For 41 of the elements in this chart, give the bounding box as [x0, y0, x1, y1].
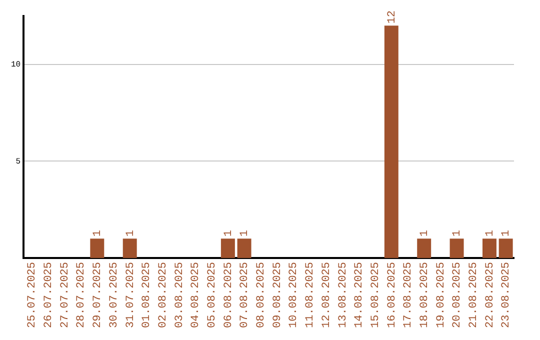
x-tick-label: 14.08.2025	[354, 262, 366, 328]
x-tick-label: 16.08.2025	[386, 262, 398, 328]
x-tick-label: 15.08.2025	[370, 262, 382, 328]
x-tick-label: 01.08.2025	[141, 262, 154, 328]
x-tick-label: 31.07.2025	[124, 262, 137, 328]
x-tick-label: 22.08.2025	[484, 262, 496, 328]
x-tick-label: 28.07.2025	[76, 262, 88, 328]
data-label: 1	[222, 230, 235, 237]
x-tick-label: 03.08.2025	[174, 262, 186, 328]
x-tick-label: 02.08.2025	[157, 262, 170, 328]
x-tick-label: 12.08.2025	[320, 262, 333, 328]
x-tick-label: 19.08.2025	[435, 262, 448, 328]
x-tick-label: 06.08.2025	[222, 262, 235, 328]
data-label: 1	[124, 230, 137, 237]
x-tick-label: 11.08.2025	[304, 262, 317, 328]
x-tick-label: 23.08.2025	[500, 262, 513, 328]
data-label: 1	[452, 230, 464, 237]
x-tick-label: 09.08.2025	[272, 262, 284, 328]
data-label: 1	[239, 230, 252, 237]
data-label: 12	[386, 10, 398, 24]
data-label: 1	[92, 230, 104, 237]
x-tick-label: 13.08.2025	[337, 262, 350, 328]
x-tick-label: 29.07.2025	[92, 262, 104, 328]
x-tick-label: 30.07.2025	[108, 262, 120, 328]
x-tick-label: 25.07.2025	[26, 262, 39, 328]
x-tick-label: 07.08.2025	[239, 262, 252, 328]
data-label: 1	[500, 230, 513, 237]
data-label: 1	[484, 230, 496, 237]
data-label: 1	[419, 230, 431, 237]
x-tick-label: 05.08.2025	[206, 262, 218, 328]
x-tick-label: 27.07.2025	[59, 262, 72, 328]
x-tick-label: 17.08.2025	[402, 262, 415, 328]
x-tick-label: 04.08.2025	[190, 262, 202, 328]
y-tick-label: 5	[16, 157, 21, 166]
x-tick-label: 21.08.2025	[468, 262, 480, 328]
x-tick-label: 10.08.2025	[288, 262, 300, 328]
y-tick-label: 10	[10, 60, 21, 70]
x-tick-label: 18.08.2025	[419, 262, 431, 328]
x-tick-label: 08.08.2025	[256, 262, 268, 328]
x-tick-label: 20.08.2025	[452, 262, 464, 328]
x-tick-label: 26.07.2025	[43, 262, 56, 328]
